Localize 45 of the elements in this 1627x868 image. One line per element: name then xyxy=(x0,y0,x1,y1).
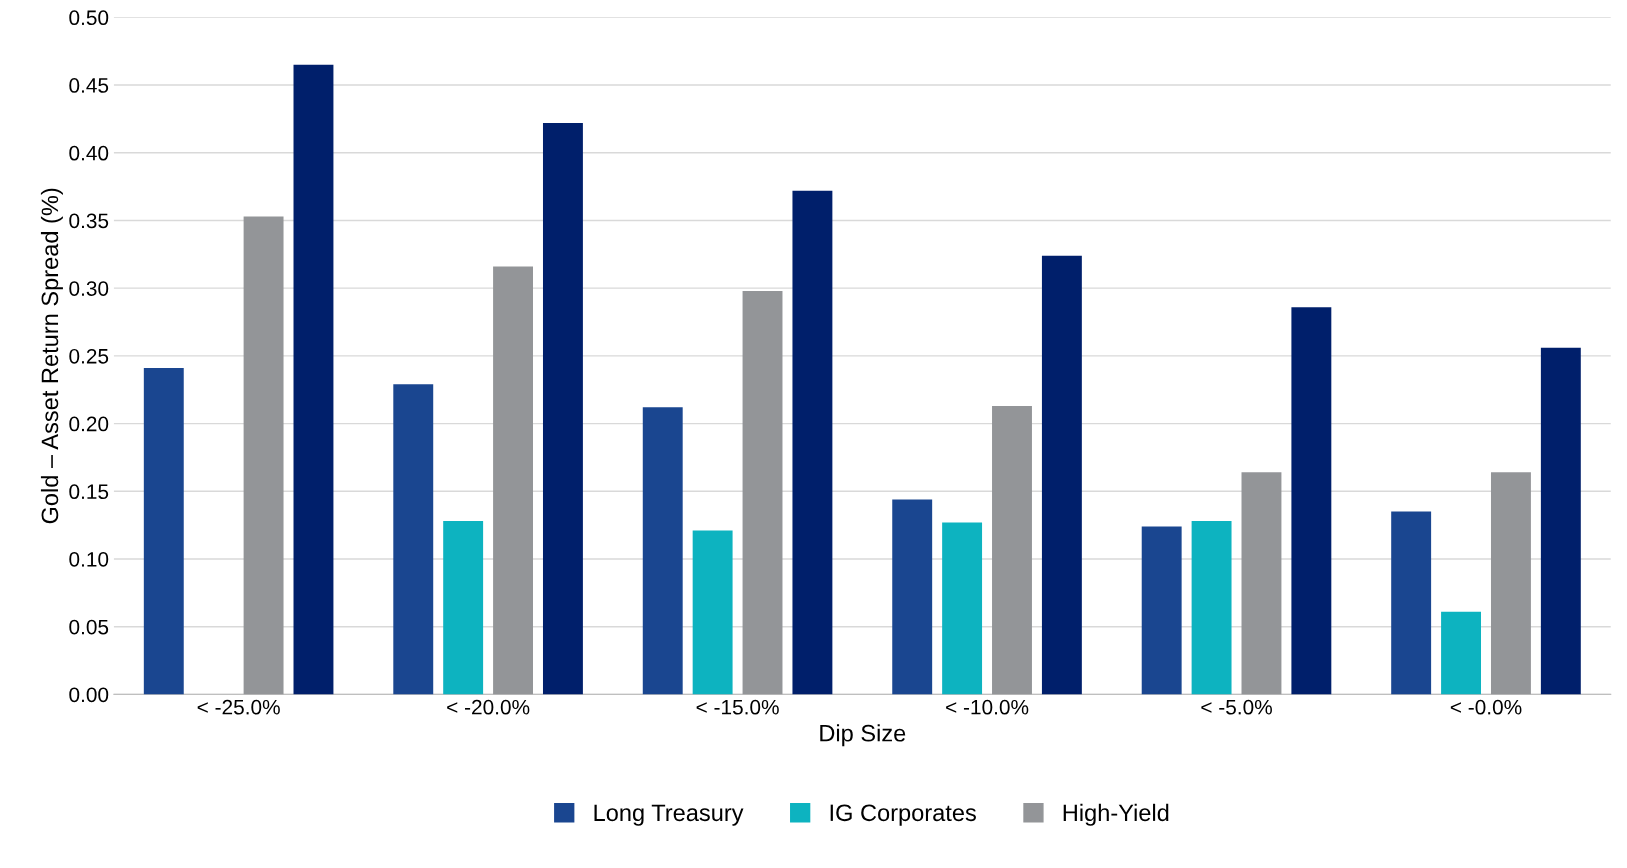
bar xyxy=(992,405,1032,695)
y-tick-label: 0.30 xyxy=(69,281,109,296)
bar xyxy=(1540,347,1581,695)
x-axis-title: Dip Size xyxy=(820,724,906,747)
x-tick-label: < -25.0% xyxy=(197,699,280,715)
bar xyxy=(1241,472,1282,695)
x-tick-label: < -5.0% xyxy=(1201,699,1272,715)
bar xyxy=(892,499,933,695)
y-tick-label: 0.20 xyxy=(69,416,109,432)
x-tick-label: < -20.0% xyxy=(447,699,530,715)
bar xyxy=(393,384,434,695)
bar xyxy=(1441,611,1481,695)
y-tick-label: 0.15 xyxy=(69,484,109,500)
y-tick-label: 0.35 xyxy=(69,213,109,229)
bar xyxy=(642,407,683,695)
bar xyxy=(143,368,184,695)
bar xyxy=(692,530,733,695)
y-tick-label: 0.00 xyxy=(69,687,109,703)
y-tick-label: 0.10 xyxy=(69,551,109,567)
bar xyxy=(1141,526,1182,695)
bar xyxy=(792,190,833,695)
y-tick-label: 0.25 xyxy=(69,348,109,364)
bar xyxy=(1490,472,1531,695)
x-tick-label: < -0.0% xyxy=(1450,699,1522,715)
bar xyxy=(1041,255,1082,695)
bar xyxy=(243,216,284,695)
y-tick-label: 0.45 xyxy=(69,78,109,93)
legend-label: Long Treasury xyxy=(594,804,744,826)
legend-label: IG Corporates xyxy=(830,804,976,826)
bar xyxy=(293,64,334,695)
y-tick-label: 0.40 xyxy=(69,145,109,161)
x-tick-label: < -10.0% xyxy=(946,699,1029,715)
bar xyxy=(1291,307,1332,695)
y-axis-title: Gold – Asset Return Spread (%) xyxy=(40,188,63,524)
y-tick-label: 0.05 xyxy=(69,619,109,635)
bar xyxy=(493,266,534,695)
bar xyxy=(1391,511,1432,695)
bar xyxy=(942,522,983,695)
y-tick-label: 0.50 xyxy=(69,10,109,26)
bar xyxy=(542,122,583,695)
bar xyxy=(1191,521,1232,695)
bar xyxy=(443,521,484,695)
x-tick-label: < -15.0% xyxy=(696,699,779,715)
bar xyxy=(742,290,783,695)
legend-label: High-Yield xyxy=(1063,803,1169,826)
